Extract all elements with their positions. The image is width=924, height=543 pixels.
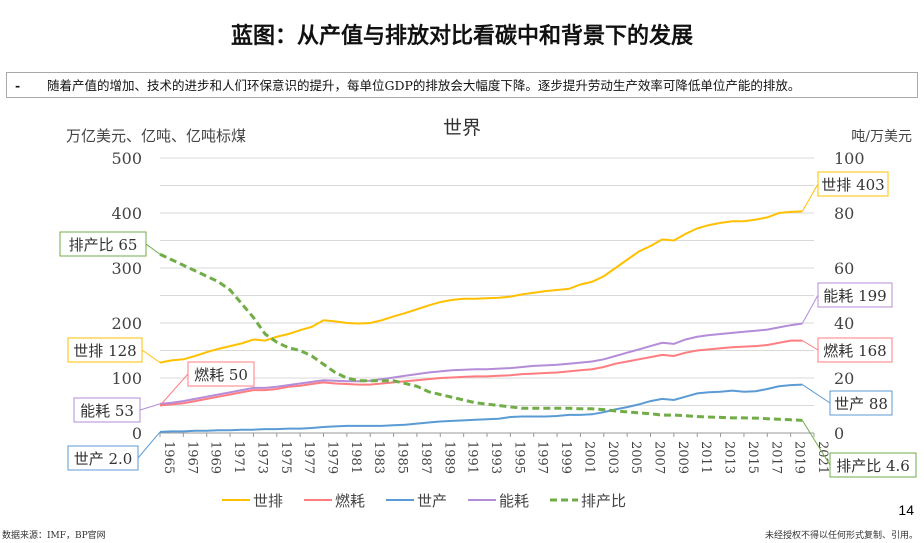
callout-leader <box>802 340 819 351</box>
callout-box <box>59 231 147 257</box>
callout-label: 燃耗 168 <box>823 342 886 360</box>
copyright-notice: 未经授权不得以任何形式复制、引用。 <box>764 531 918 541</box>
x-tick-label: 2013 <box>722 441 737 474</box>
y-right-tick-label: 20 <box>834 369 854 388</box>
x-tick-label: 1995 <box>511 441 526 474</box>
x-tick-label: 2009 <box>675 441 690 474</box>
y-right-tick-label: 80 <box>834 204 854 223</box>
callout-leader <box>137 431 161 459</box>
y-right-tick-label: 40 <box>834 314 854 333</box>
callout-label: 能耗 199 <box>823 287 886 305</box>
x-tick-label: 1985 <box>395 441 410 474</box>
legend-label: 世排 <box>253 492 283 510</box>
series-line-排产比 <box>159 252 803 422</box>
summary-box: - 随着产值的增加、技术的进步和人们环保意识的提升，每单位GDP的排放会大幅度下… <box>6 72 918 98</box>
callout-label: 能耗 53 <box>80 402 134 420</box>
x-tick-label: 1965 <box>161 441 176 474</box>
x-tick-label: 1973 <box>254 441 269 474</box>
x-tick-label: 2019 <box>792 441 807 474</box>
callout-box <box>829 390 893 416</box>
series-line-燃耗 <box>159 339 803 407</box>
x-tick-label: 2003 <box>605 441 620 474</box>
callout-box <box>829 452 917 478</box>
y-left-tick-label: 200 <box>111 314 142 333</box>
callout-label: 排产比 4.6 <box>836 457 910 475</box>
x-tick-label: 1971 <box>231 441 246 474</box>
x-tick-label: 2001 <box>581 441 596 474</box>
y-left-axis-label: 万亿美元、亿吨、亿吨标煤 <box>66 127 246 145</box>
callout-box <box>817 171 889 197</box>
page-number: 14 <box>898 502 914 518</box>
callout-box <box>817 337 893 363</box>
x-tick-label: 1999 <box>558 441 573 474</box>
legend-label: 排产比 <box>581 492 626 510</box>
callout-leader <box>141 349 161 364</box>
chart-title: 世界 <box>443 117 481 139</box>
x-tick-label: 2011 <box>698 441 713 474</box>
summary-text: 随着产值的增加、技术的进步和人们环保意识的提升，每单位GDP的排放会大幅度下降。… <box>47 78 801 93</box>
callout-leader <box>801 294 819 324</box>
y-left-tick-label: 0 <box>132 424 142 443</box>
callout-label: 燃耗 50 <box>194 366 248 384</box>
x-tick-label: 1979 <box>325 441 340 474</box>
callout-box <box>67 445 139 471</box>
callout-box <box>187 361 255 387</box>
series-line-世产 <box>159 383 803 433</box>
callout-leader <box>145 243 161 255</box>
y-left-tick-label: 100 <box>111 369 142 388</box>
x-tick-label: 1997 <box>535 441 550 474</box>
legend-label: 能耗 <box>499 492 529 510</box>
x-tick-label: 2007 <box>652 441 667 474</box>
y-right-tick-label: 100 <box>834 149 865 168</box>
callout-label: 世产 2.0 <box>74 450 133 468</box>
x-tick-label: 1969 <box>208 441 223 474</box>
callout-label: 世排 128 <box>73 342 136 360</box>
callout-box <box>67 337 143 363</box>
x-tick-label: 1987 <box>418 441 433 474</box>
x-tick-label: 1975 <box>278 441 293 474</box>
callout-leader <box>802 384 831 404</box>
x-tick-label: 2021 <box>815 441 830 474</box>
y-left-tick-label: 300 <box>111 259 142 278</box>
x-tick-label: 1991 <box>465 441 480 474</box>
callout-label: 世产 88 <box>834 395 888 413</box>
callout-leader <box>159 373 189 406</box>
callout-leader <box>139 403 161 411</box>
x-tick-label: 2015 <box>745 441 760 474</box>
callout-label: 世排 403 <box>821 176 884 194</box>
x-tick-label: 2005 <box>628 441 643 474</box>
bullet-marker: - <box>15 78 21 93</box>
x-tick-label: 1989 <box>441 441 456 474</box>
callout-box <box>817 282 893 308</box>
legend-label: 世产 <box>417 492 447 510</box>
data-source: 数据来源：IMF，BP官网 <box>2 531 106 541</box>
legend-label: 燃耗 <box>335 492 365 510</box>
series-line-能耗 <box>159 322 803 405</box>
y-left-tick-label: 400 <box>111 204 142 223</box>
x-tick-label: 1981 <box>348 441 363 474</box>
callout-box <box>73 397 141 423</box>
callout-label: 排产比 65 <box>69 236 138 254</box>
y-left-tick-label: 500 <box>111 149 142 168</box>
x-tick-label: 1983 <box>371 441 386 474</box>
callout-leader <box>801 183 819 212</box>
callout-leader <box>801 420 831 466</box>
x-tick-label: 2017 <box>768 441 783 474</box>
y-right-axis-label: 吨/万美元 <box>851 129 912 145</box>
series-line-世排 <box>159 210 803 364</box>
y-right-tick-label: 60 <box>834 259 854 278</box>
page-title: 蓝图：从产值与排放对比看碳中和背景下的发展 <box>230 23 693 49</box>
x-tick-label: 1993 <box>488 441 503 474</box>
y-right-tick-label: 0 <box>834 424 844 443</box>
x-tick-label: 1977 <box>301 441 316 474</box>
x-tick-label: 1967 <box>184 441 199 474</box>
